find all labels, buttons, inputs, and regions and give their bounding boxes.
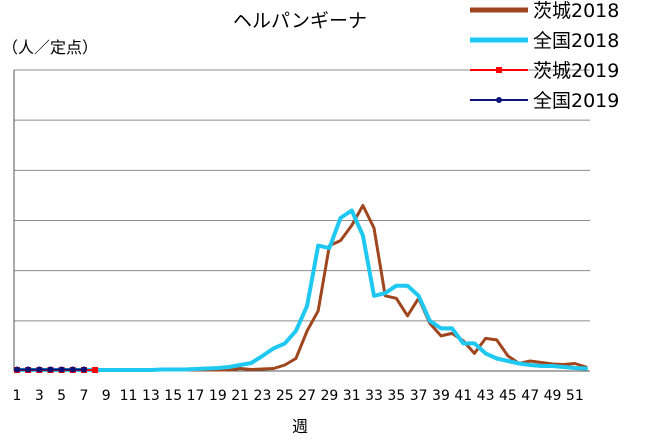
x-tick-label: 41 bbox=[454, 388, 472, 404]
x-tick-label: 43 bbox=[477, 388, 495, 404]
x-tick-label: 3 bbox=[35, 388, 44, 404]
legend-label: 茨城2019 bbox=[533, 60, 619, 82]
chart-title: ヘルパンギーナ bbox=[233, 10, 367, 32]
x-tick-label: 47 bbox=[521, 388, 539, 404]
data-point bbox=[69, 366, 76, 373]
legend-label: 全国2018 bbox=[533, 30, 619, 52]
data-point bbox=[25, 366, 32, 373]
x-tick-label: 29 bbox=[320, 388, 338, 404]
x-tick-label: 49 bbox=[544, 388, 562, 404]
x-tick-label: 13 bbox=[142, 388, 160, 404]
x-tick-label: 5 bbox=[57, 388, 66, 404]
legend-marker bbox=[496, 67, 502, 73]
series-lines bbox=[14, 204, 588, 373]
gridlines bbox=[14, 69, 590, 322]
legend-label: 全国2019 bbox=[533, 90, 619, 112]
x-tick-label: 9 bbox=[102, 388, 111, 404]
legend-marker bbox=[496, 97, 502, 103]
x-tick-label: 51 bbox=[566, 388, 584, 404]
series-line-2 bbox=[15, 208, 588, 372]
data-point bbox=[36, 366, 43, 373]
x-tick-label: 25 bbox=[276, 388, 294, 404]
y-axis-label: （人／定点） bbox=[2, 38, 98, 57]
x-tick-label: 33 bbox=[365, 388, 383, 404]
legend-label: 茨城2018 bbox=[533, 0, 619, 22]
x-tick-label: 19 bbox=[209, 388, 227, 404]
x-tick-label: 15 bbox=[164, 388, 182, 404]
data-point bbox=[92, 366, 99, 373]
x-tick-label: 17 bbox=[187, 388, 205, 404]
x-tick-label: 31 bbox=[343, 388, 361, 404]
x-tick-label: 37 bbox=[410, 388, 428, 404]
series-line-1 bbox=[15, 204, 588, 372]
data-point bbox=[58, 366, 65, 373]
x-tick-label: 23 bbox=[254, 388, 272, 404]
x-tick-label: 39 bbox=[432, 388, 450, 404]
x-tick-label: 45 bbox=[499, 388, 517, 404]
x-tick-labels: 1 3 5 7 9 11 13 15 17 19 21 23 25 27 29 31 33 35 37 39 41 43 4… bbox=[13, 388, 584, 404]
x-axis-label: 週 bbox=[292, 417, 308, 436]
x-tick-label: 27 bbox=[298, 388, 316, 404]
legend: 茨城2018 全国2018 茨城2019 全国2019 bbox=[470, 0, 619, 112]
data-point bbox=[47, 366, 54, 373]
x-tick-label: 21 bbox=[231, 388, 249, 404]
x-tick-label: 1 bbox=[13, 388, 22, 404]
data-point bbox=[80, 366, 87, 373]
x-tick-label: 7 bbox=[79, 388, 88, 404]
x-tick-label: 35 bbox=[387, 388, 405, 404]
x-tick-label: 11 bbox=[120, 388, 138, 404]
data-point bbox=[14, 366, 20, 373]
